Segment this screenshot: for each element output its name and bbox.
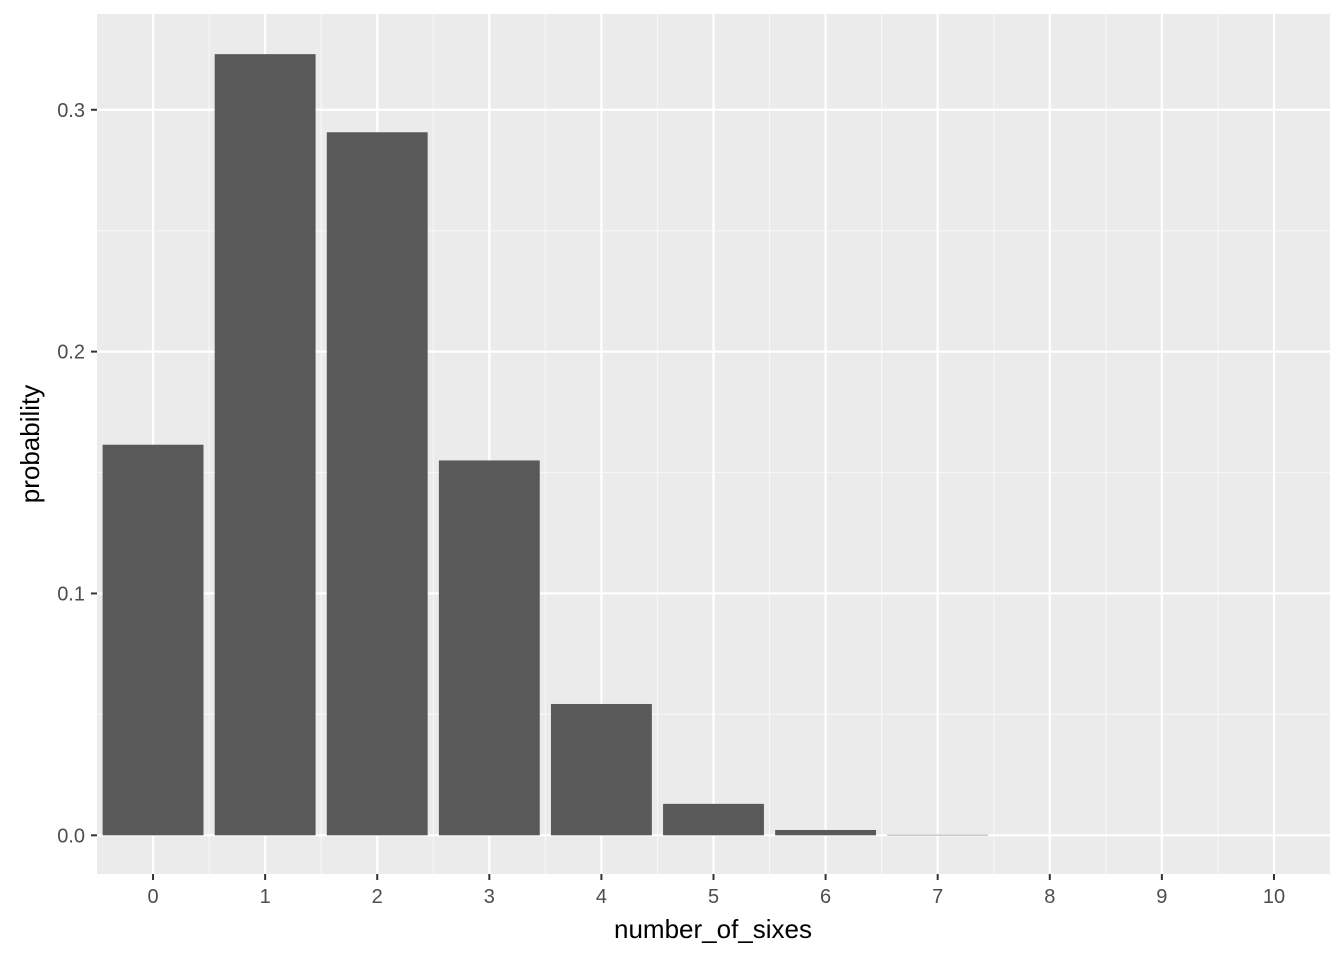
x-tick-label: 5 bbox=[708, 886, 719, 908]
x-tick-label: 8 bbox=[1044, 886, 1055, 908]
bar-4 bbox=[550, 703, 652, 836]
y-axis-title: probability bbox=[15, 385, 45, 504]
x-tick-label: 7 bbox=[932, 886, 943, 908]
x-axis: 0 1 2 3 4 5 6 7 8 9 10 bbox=[147, 874, 1285, 908]
bar-1 bbox=[214, 54, 316, 836]
y-tick-label: 0.1 bbox=[57, 583, 85, 605]
y-tick-label: 0.3 bbox=[57, 100, 85, 122]
x-tick-label: 3 bbox=[484, 886, 495, 908]
x-tick-label: 0 bbox=[147, 886, 158, 908]
bar-6 bbox=[775, 829, 877, 836]
y-tick-label: 0.0 bbox=[57, 825, 85, 847]
x-tick-label: 9 bbox=[1156, 886, 1167, 908]
x-tick-label: 6 bbox=[820, 886, 831, 908]
bar-5 bbox=[663, 803, 764, 836]
x-tick-label: 2 bbox=[372, 886, 383, 908]
x-axis-title: number_of_sixes bbox=[614, 914, 812, 944]
bar-2 bbox=[326, 132, 428, 836]
y-tick-label: 0.2 bbox=[57, 342, 85, 364]
x-tick-label: 4 bbox=[596, 886, 607, 908]
y-axis: 0.0 0.1 0.2 0.3 bbox=[57, 100, 97, 847]
x-tick-label: 10 bbox=[1263, 886, 1285, 908]
bar-3 bbox=[438, 460, 540, 836]
bar-0 bbox=[102, 444, 204, 836]
bars bbox=[102, 54, 989, 836]
x-tick-label: 1 bbox=[260, 886, 271, 908]
